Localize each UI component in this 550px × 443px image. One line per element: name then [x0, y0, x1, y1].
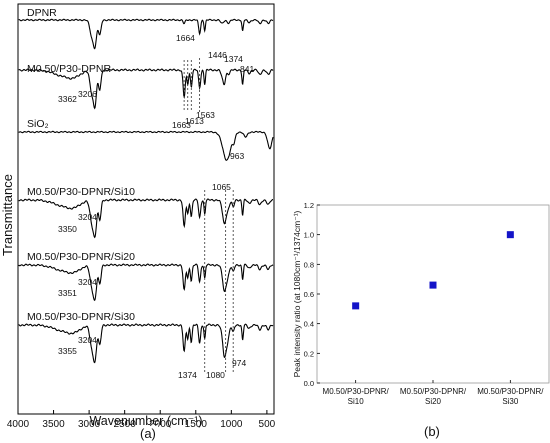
y-tick-label: 0.4 [304, 320, 314, 329]
peak-label: 3204 [78, 277, 97, 287]
x-tick-label: 500 [259, 419, 276, 430]
y-tick-label: 0.8 [304, 260, 314, 269]
category-label: M0.50/P30-DPNR/Si10 [323, 387, 390, 406]
panel-a-reference-lines [183, 58, 234, 372]
y-tick-label: 0.2 [304, 349, 314, 358]
panel-a-y-axis-label: Transmittance [0, 174, 15, 256]
x-tick-label: 4000 [7, 419, 30, 430]
spectrum-line-5 [18, 263, 274, 302]
panel-b-axes: 0.0 0.2 0.4 0.6 0.8 1.0 1.2 M0.50/P30-DPNR/Si10… [304, 201, 545, 406]
peak-label: 1374 [178, 370, 197, 380]
panel-b-points [352, 231, 514, 310]
spectrum-line-4 [18, 198, 273, 239]
y-tick-label: 1.2 [304, 201, 314, 210]
panel-b-y-axis-label: Peak intensity ratio (at 1080cm⁻¹/1374cm… [292, 210, 302, 377]
panel-a-frame [17, 3, 275, 415]
peak-label: 1613 [185, 116, 204, 126]
peak-label: 3206 [78, 89, 97, 99]
peak-label: 3355 [58, 346, 77, 356]
x-tick-label: 2000 [149, 419, 172, 430]
peak-label: 974 [232, 358, 246, 368]
x-tick-label: 3000 [78, 419, 101, 430]
peak-label: 1663 [172, 120, 191, 130]
peak-label: 841 [240, 64, 254, 74]
spectrum-label-5: M0.50/P30-DPNR/Si20 [27, 251, 135, 263]
category-label: M0.50/P30-DPNR/Si30 [477, 387, 544, 406]
peak-label: 1446 [208, 50, 227, 60]
panel-a-x-axis-label: Wavenumber (cm⁻¹) [89, 414, 202, 428]
panel-b-caption: (b) [424, 424, 440, 439]
panel-a-caption-visible: (a) [138, 426, 158, 441]
x-tick-label: 1500 [185, 419, 208, 430]
y-tick-label: 1.0 [304, 231, 314, 240]
spectrum-label-4: M0.50/P30-DPNR/Si10 [27, 186, 135, 198]
spectrum-line-2 [18, 68, 274, 110]
peak-label: 963 [230, 151, 244, 161]
data-point [429, 281, 437, 289]
x-tick-label: 1000 [220, 419, 243, 430]
panel-b-frame [316, 204, 550, 384]
panel-a-spectra [18, 18, 274, 364]
x-tick-label: 2500 [114, 419, 137, 430]
category-label: M0.50/P30-DPNR/Si20 [400, 387, 467, 406]
spectrum-label-6: M0.50/P30-DPNR/Si30 [27, 311, 135, 323]
peak-label: 1065 [212, 182, 231, 192]
y-tick-label: 0.0 [304, 379, 314, 388]
peak-label: 3351 [58, 288, 77, 298]
spectrum-line-6 [18, 323, 274, 364]
spectrum-line-3 [18, 130, 274, 161]
y-tick-label: 0.6 [304, 290, 314, 299]
panel-a-x-ticks: 4000 3500 3000 2500 2000 1500 1000 500 [7, 410, 276, 430]
spectrum-label-2: M0.50/P30-DPNR [27, 63, 111, 75]
spectrum-line-1 [18, 18, 274, 50]
spectrum-label-1: DPNR [27, 7, 57, 19]
peak-label: 1080 [206, 370, 225, 380]
peak-label: 1664 [176, 33, 195, 43]
data-point [506, 231, 514, 239]
spectrum-label-3: SiO₂ [27, 118, 49, 130]
peak-label: 3362 [58, 94, 77, 104]
peak-label: 1563 [196, 110, 215, 120]
peak-label: 3204 [78, 212, 97, 222]
data-point [352, 302, 360, 310]
peak-label: 1374 [224, 54, 243, 64]
peak-label: 3350 [58, 224, 77, 234]
x-tick-label: 3500 [42, 419, 65, 430]
peak-label: 3204 [78, 335, 97, 345]
